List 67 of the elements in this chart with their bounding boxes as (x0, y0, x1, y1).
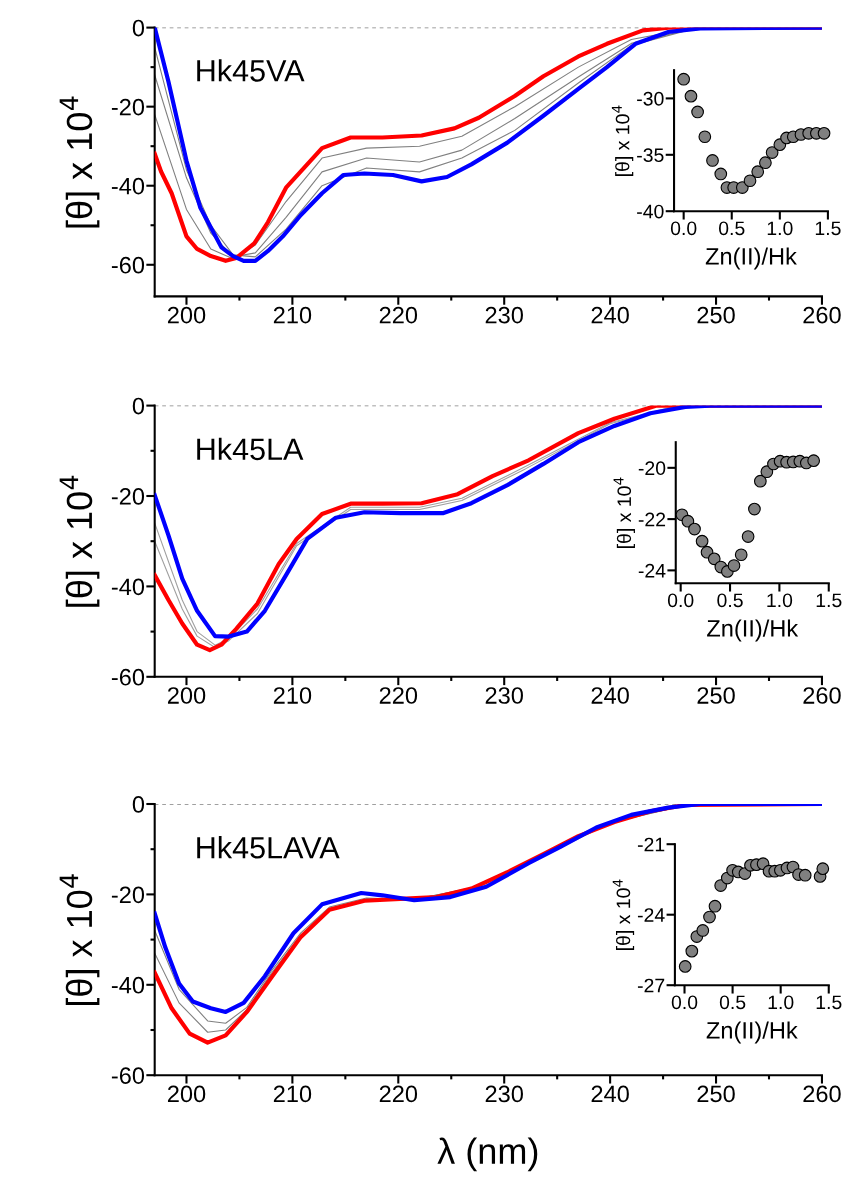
annotation: Hk45VA (197, 59, 305, 82)
x-tick-label: 1.5 (816, 995, 842, 1010)
x-tick-label: 260 (803, 1085, 841, 1103)
y-tick-label: -35 (637, 148, 664, 163)
y-axis-title: [θ] x 10$^{4}$ (59, 475, 100, 607)
x-axis-title: Zn(II)/Hk (705, 247, 797, 270)
x-tick-label: 0.0 (667, 593, 694, 608)
x-tick-label: 250 (697, 687, 735, 704)
y-tick-label: -40 (111, 578, 145, 596)
x-tick-label: 210 (273, 1085, 312, 1103)
x-axis-title: Zn(II)/Hk (707, 619, 799, 642)
x-tick-label: 240 (591, 687, 629, 704)
x-tick-label: 1.0 (768, 995, 794, 1010)
y-tick-label: -60 (111, 668, 145, 686)
x-tick-label: 250 (697, 306, 735, 324)
x-tick-label: 220 (379, 1085, 418, 1103)
y-tick-label: -60 (111, 1067, 145, 1084)
y-tick-label: -20 (638, 461, 666, 476)
y-tick-label: -24 (638, 563, 666, 578)
y-axis-title: [θ] x 10$^{4}$ (611, 105, 634, 176)
x-tick-label: 220 (379, 687, 418, 704)
y-tick-label: -40 (111, 177, 145, 195)
y-tick-label: -24 (637, 908, 665, 922)
y-tick-label: -20 (111, 488, 145, 505)
x-tick-label: 200 (167, 687, 206, 704)
x-tick-label: 240 (591, 306, 629, 324)
y-tick-label: -20 (111, 886, 145, 904)
y-tick-label: -20 (111, 98, 145, 116)
x-axis-title: Zn(II)/Hk (706, 1021, 798, 1044)
x-tick-label: 210 (273, 306, 312, 324)
x-axis-title: λ (nm) (437, 1137, 538, 1172)
x-tick-label: 0.5 (719, 995, 746, 1010)
x-tick-label: 240 (591, 1085, 629, 1103)
x-tick-label: 200 (167, 306, 206, 324)
y-tick-label: 0 (132, 19, 145, 37)
y-tick-label: -27 (637, 978, 665, 993)
y-tick-label: -21 (637, 837, 665, 852)
y-axis-title: [θ] x 10$^{4}$ (59, 96, 100, 228)
x-tick-label: 260 (803, 687, 841, 704)
y-axis-title: [θ] x 10$^{4}$ (59, 874, 100, 1006)
x-tick-label: 230 (485, 1085, 523, 1103)
y-tick-label: -30 (637, 91, 664, 106)
y-tick-label: -40 (637, 204, 664, 219)
x-tick-label: 0.0 (671, 995, 698, 1010)
y-axis-title: [θ] x 10$^{4}$ (613, 477, 635, 548)
x-tick-label: 220 (379, 306, 418, 324)
x-tick-label: 1.0 (767, 221, 793, 236)
x-tick-label: 0.5 (718, 221, 745, 236)
y-tick-label: -40 (111, 976, 145, 994)
y-tick-label: -60 (111, 256, 145, 274)
x-tick-label: 200 (167, 1085, 206, 1103)
x-tick-label: 230 (485, 306, 523, 324)
x-tick-label: 210 (273, 687, 312, 704)
annotation: Hk45LA (197, 437, 304, 461)
x-tick-label: 0.0 (670, 221, 697, 236)
y-tick-label: -22 (638, 512, 666, 527)
x-tick-label: 250 (697, 1085, 735, 1103)
y-tick-label: 0 (132, 796, 145, 813)
x-tick-label: 230 (485, 687, 523, 704)
x-tick-label: 1.0 (767, 593, 793, 608)
annotation: Hk45LAVA (197, 836, 340, 859)
x-tick-label: 0.5 (717, 593, 743, 608)
y-tick-label: 0 (132, 397, 145, 415)
y-axis-title: [θ] x 10$^{4}$ (612, 879, 635, 950)
x-tick-label: 260 (803, 306, 841, 324)
x-tick-label: 1.5 (815, 221, 841, 236)
x-tick-label: 1.5 (816, 593, 842, 608)
